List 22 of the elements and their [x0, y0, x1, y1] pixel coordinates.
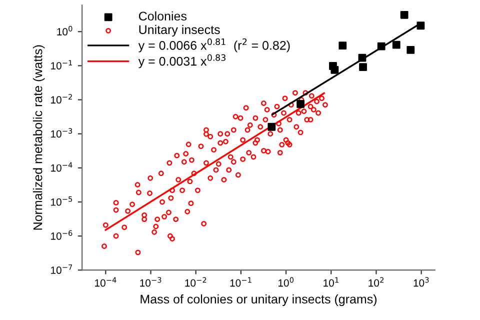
y-tick-label: 10$^{−7}$: [51, 264, 72, 274]
y-tick-label: 10$^{−6}$: [51, 230, 72, 240]
x-tick-label: 10$^{−4}$: [95, 277, 116, 287]
x-tick-label: 10$^{0}$: [278, 277, 294, 287]
legend-label: y = 0.0031 x$^{0.83}$: [138, 54, 226, 68]
x-tick-label: 10$^{−3}$: [140, 277, 162, 287]
x-tick-label: 10$^{−1}$: [230, 277, 252, 287]
x-tick-label: 10$^{−2}$: [185, 277, 206, 287]
y-tick-label: 10$^{−4}$: [51, 162, 72, 172]
x-axis-title: Mass of colonies or unitary insects (grams): [140, 294, 376, 306]
y-tick-label: 10$^{−3}$: [51, 128, 72, 138]
y-tick-label: 10$^{0}$: [57, 26, 72, 36]
legend-label: Unitary insects: [139, 24, 220, 37]
y-axis-title: Normalized metabolic rate (watts): [33, 45, 45, 230]
legend-label: Colonies: [138, 11, 187, 21]
y-tick-label: 10$^{−1}$: [51, 60, 72, 70]
x-tick-label: 10$^{1}$: [324, 277, 338, 287]
legend-label: y = 0.0066 x$^{0.81}$ (r$^{2}$ = 0.82): [138, 38, 290, 52]
y-tick-label: 10$^{−5}$: [51, 196, 72, 206]
x-tick-label: 10$^{2}$: [368, 277, 384, 287]
y-tick-label: 10$^{−2}$: [51, 94, 72, 104]
x-tick-label: 10$^{3}$: [414, 277, 429, 287]
